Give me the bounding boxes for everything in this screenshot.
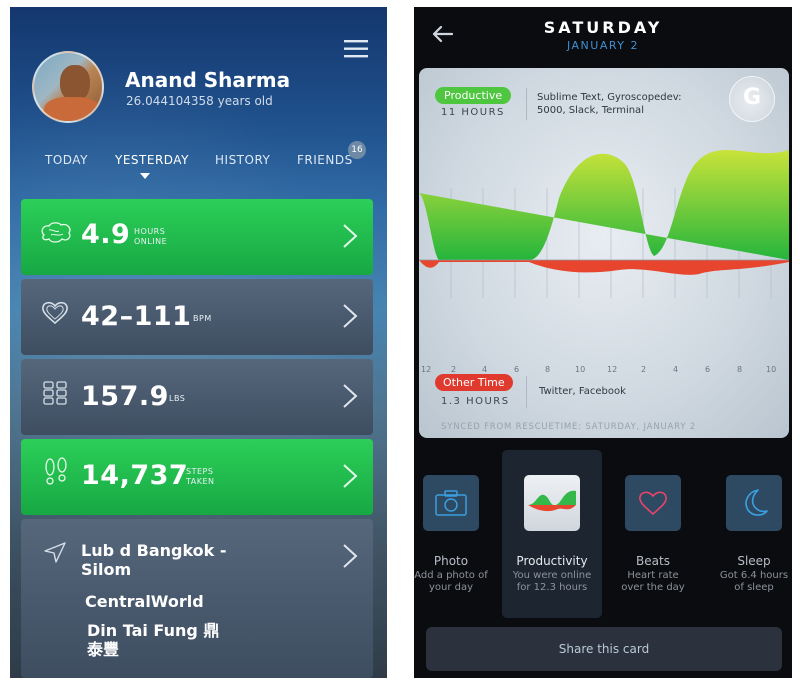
stat-unit-online-1: HOURS (134, 227, 166, 236)
tile-sleep-sub2: of sleep (734, 582, 774, 593)
tile-sleep[interactable] (726, 475, 782, 531)
heart-icon (42, 301, 68, 325)
tile-beats-sub2: over the day (621, 582, 685, 593)
productive-hours: 11 HOURS (441, 107, 505, 118)
tab-history[interactable]: HISTORY (215, 153, 271, 167)
productivity-card: Productive 11 HOURS Sublime Text, Gyrosc… (419, 68, 789, 438)
hamburger-menu-icon[interactable] (344, 39, 368, 59)
tile-photo-sub2: your day (428, 582, 474, 593)
avatar[interactable] (32, 51, 104, 123)
camera-icon (435, 490, 467, 516)
tile-beats-label: Beats (636, 554, 670, 568)
x-tick-3: 6 (514, 365, 520, 374)
grid-icon (43, 381, 67, 405)
stat-value-online: 4.9 (81, 219, 131, 250)
productive-apps-line2: 5000, Slack, Terminal (537, 105, 644, 116)
synced-text: SYNCED FROM RESCUETIME: SATURDAY, JANUAR… (441, 422, 696, 432)
productive-area (419, 150, 789, 260)
location-2: CentralWorld (85, 592, 204, 611)
stat-unit-weight: LBS (169, 394, 186, 403)
date-subtitle: JANUARY 2 (566, 39, 640, 52)
stat-card-online[interactable]: 4.9 HOURS ONLINE (21, 199, 373, 275)
x-tick-0: 12 (421, 365, 432, 374)
other-time-apps: Twitter, Facebook (539, 386, 626, 397)
tile-beats[interactable] (625, 475, 681, 531)
locations-card[interactable]: Lub d Bangkok - Silom CentralWorld Din T… (21, 519, 373, 678)
location-1-line1: Lub d Bangkok - (81, 541, 227, 560)
stat-unit-steps-1: STEPS (186, 467, 214, 476)
x-tick-6: 12 (607, 365, 618, 374)
x-tick-11: 10 (766, 365, 777, 374)
chevron-right-icon (343, 384, 358, 408)
stat-value-heart-rate: 42–111 (81, 301, 192, 332)
back-arrow-icon[interactable] (431, 25, 453, 43)
x-tick-2: 4 (482, 365, 488, 374)
x-tick-9: 6 (705, 365, 711, 374)
tile-sleep-label: Sleep (737, 554, 771, 568)
other-time-hours: 1.3 HOURS (441, 396, 510, 407)
rescuetime-logo (729, 76, 775, 122)
left-phone-screen: Anand Sharma 26.044104358 years old TODA… (10, 7, 387, 678)
user-name: Anand Sharma (125, 68, 291, 92)
chevron-right-icon (343, 304, 358, 328)
tile-photo-sub1: Add a photo of (414, 570, 488, 581)
other-time-area (419, 260, 789, 275)
stat-value-steps: 14,737 (81, 460, 189, 491)
productive-apps-line1: Sublime Text, Gyroscopedev: (537, 92, 682, 103)
tile-productivity[interactable] (524, 475, 580, 531)
tile-productivity-sub2: for 12.3 hours (516, 582, 588, 593)
stat-unit-online-2: ONLINE (134, 237, 168, 246)
x-tick-10: 8 (737, 365, 743, 374)
share-card-button[interactable]: Share this card (426, 627, 782, 671)
footsteps-icon (45, 457, 67, 485)
tab-yesterday[interactable]: YESTERDAY (115, 153, 189, 167)
active-tab-indicator-icon (140, 173, 150, 179)
productive-badge: Productive (435, 87, 512, 104)
x-tick-8: 4 (673, 365, 679, 374)
chevron-right-icon (343, 224, 358, 248)
moon-icon (745, 489, 768, 516)
other-time-divider (526, 376, 527, 408)
friends-badge: 16 (348, 141, 366, 159)
tile-beats-sub1: Heart rate (627, 570, 679, 581)
tile-productivity-sub1: You were online (512, 570, 592, 581)
x-tick-7: 2 (641, 365, 647, 374)
location-3-line1: Din Tai Fung 鼎 (87, 621, 220, 640)
x-tick-4: 8 (545, 365, 551, 374)
stat-value-weight: 157.9 (81, 381, 169, 412)
brain-icon (41, 222, 71, 243)
tab-today[interactable]: TODAY (45, 153, 88, 167)
location-3-line2: 泰豐 (87, 640, 120, 659)
other-time-badge: Other Time (435, 374, 513, 391)
location-1-line2: Silom (81, 560, 132, 579)
user-age: 26.044104358 years old (126, 94, 273, 108)
tile-sleep-sub1: Got 6.4 hours (719, 570, 789, 581)
productive-divider (526, 88, 527, 120)
chevron-right-icon (343, 544, 358, 568)
tab-friends[interactable]: FRIENDS (297, 153, 353, 167)
stat-card-steps[interactable]: 14,737 STEPS TAKEN (21, 439, 373, 515)
chevron-right-icon (343, 464, 358, 488)
stat-card-weight[interactable]: 157.9 LBS (21, 359, 373, 435)
heart-outline-icon (639, 491, 667, 516)
tile-photo-label: Photo (433, 554, 469, 568)
logo-letter: G (742, 85, 762, 110)
navigation-arrow-icon (44, 542, 66, 563)
productivity-chart-icon (528, 490, 576, 512)
x-tick-1: 2 (451, 365, 457, 374)
productivity-wave-chart (419, 150, 789, 298)
x-tick-5: 10 (575, 365, 586, 374)
stat-unit-steps-2: TAKEN (186, 477, 215, 486)
day-title: SATURDAY (543, 18, 663, 37)
right-phone-screen: SATURDAY JANUARY 2 Productive 11 HOURS S… (414, 7, 792, 678)
tile-photo[interactable] (423, 475, 479, 531)
tile-productivity-label: Productivity (516, 554, 588, 568)
stat-card-heart-rate[interactable]: 42–111 BPM (21, 279, 373, 355)
stat-unit-heart-rate: BPM (193, 314, 212, 323)
